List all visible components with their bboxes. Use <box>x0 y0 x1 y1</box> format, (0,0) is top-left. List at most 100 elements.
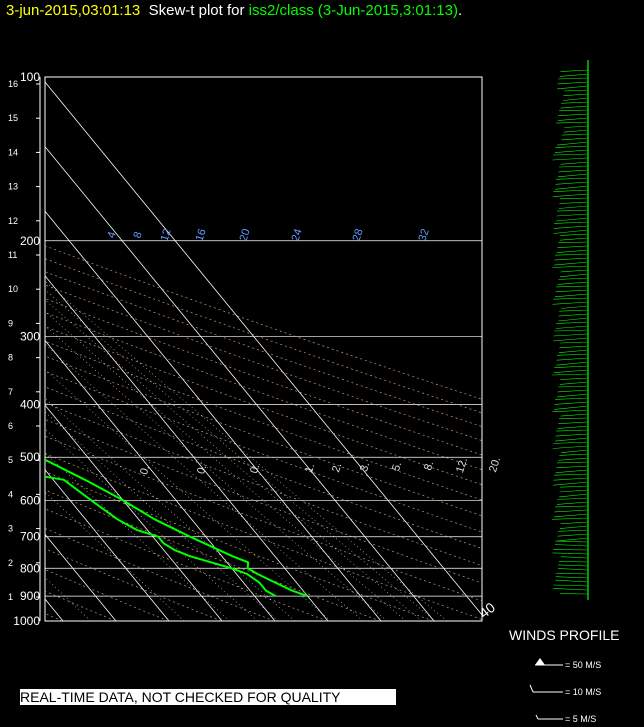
wind-barb <box>555 253 589 256</box>
isotherm-line <box>45 275 329 621</box>
wind-barb <box>553 481 589 486</box>
height-label: 8 <box>8 353 13 363</box>
pressure-label: 900 <box>20 589 40 603</box>
wind-barb <box>557 141 589 146</box>
mixing-ratio-label: 28 <box>351 227 366 242</box>
wind-barb <box>558 113 589 116</box>
dry-adiabat-line <box>45 370 482 533</box>
wind-legend-10: = 10 M/S <box>565 687 602 697</box>
wind-barb <box>559 561 589 563</box>
title-date: (3-Jun-2015,3:01:13) <box>317 2 458 19</box>
wind-barb <box>561 449 589 453</box>
mixing-ratio-label: 0. <box>138 464 152 476</box>
wind-barb <box>563 129 589 133</box>
wind-barb <box>553 189 589 192</box>
wind-barb <box>552 552 589 555</box>
sounding-series <box>45 458 308 598</box>
wind-barb <box>560 485 589 488</box>
wind-barb <box>553 477 589 481</box>
mixing-ratio-label: 4 <box>105 230 118 240</box>
wind-barb <box>559 489 589 493</box>
pressure-label: 300 <box>20 330 40 344</box>
isobar-lines <box>44 76 483 622</box>
wind-barb <box>556 357 589 361</box>
wind-barb <box>560 521 589 525</box>
wind-barb <box>559 201 589 204</box>
wind-barb <box>555 437 589 442</box>
wind-barb <box>554 473 589 476</box>
mixing-ratio-label: 8. <box>422 460 436 472</box>
wind-barb <box>552 409 589 413</box>
wind-barb <box>559 381 589 385</box>
wind-barbs <box>552 60 589 600</box>
wind-barb <box>552 301 589 305</box>
wind-barb <box>554 365 589 368</box>
wind-barb <box>559 73 589 77</box>
wind-barb <box>557 389 589 393</box>
wind-barb <box>554 293 589 298</box>
isotherm-line <box>45 81 482 616</box>
wind-barb <box>555 505 589 508</box>
pressure-label: 600 <box>20 493 40 507</box>
wind-barb <box>561 101 589 104</box>
mixing-ratio-label: 5. <box>390 460 404 472</box>
wind-barb <box>553 549 589 551</box>
mixing-ratio-line <box>45 343 364 621</box>
wind-barb <box>554 329 589 332</box>
pressure-label: 1000 <box>13 614 40 628</box>
wind-barb <box>560 233 589 236</box>
wind-legend-50: = 50 M/S <box>565 660 602 670</box>
wind-barb <box>558 457 589 461</box>
wind-barb <box>560 197 589 200</box>
mixing-ratio-label: 1. <box>303 462 317 474</box>
wind-barb <box>557 85 589 90</box>
wind-barb <box>562 133 589 136</box>
legend-pennant <box>535 658 545 665</box>
height-label: 10 <box>8 284 18 294</box>
title-label: Skew-t plot for <box>148 2 245 19</box>
wind-barb <box>556 121 589 124</box>
wind-barb <box>563 93 589 96</box>
wind-barb <box>559 345 589 349</box>
height-label: 3 <box>8 524 13 534</box>
pressure-label: 200 <box>20 234 40 248</box>
wind-barb <box>564 89 589 92</box>
mixing-ratio-line <box>45 576 91 621</box>
wind-barb <box>557 533 589 537</box>
dry-adiabat-line <box>45 508 328 621</box>
wind-barb <box>556 217 589 222</box>
wind-barb <box>558 317 589 322</box>
mixing-ratio-line <box>45 280 448 621</box>
wind-barb <box>556 213 589 217</box>
isotherm-line <box>45 339 276 621</box>
mixing-ratio-line <box>45 299 422 621</box>
wind-barb <box>554 401 589 405</box>
mixing-ratio-label: 12 <box>159 227 174 242</box>
wind-barb <box>560 377 589 380</box>
isotherm-lines <box>45 81 482 621</box>
wind-barb <box>556 321 589 324</box>
wind-barb <box>555 289 589 293</box>
mixing-ratio-label: 20. <box>487 456 503 474</box>
wind-barb <box>558 349 589 353</box>
wind-barb <box>558 564 589 567</box>
wind-barb <box>553 153 589 156</box>
title-timestamp: 3-jun-2015,03:01:13 <box>6 2 141 19</box>
wind-barb <box>564 125 589 128</box>
wind-barb <box>560 341 589 344</box>
wind-barb <box>562 97 589 101</box>
wind-barb <box>552 337 589 342</box>
mixing-ratio-label: 0. <box>195 463 209 475</box>
height-label: 5 <box>8 455 13 465</box>
mixing-ratio-label: 16 <box>194 227 209 242</box>
mixing-ratio-line <box>45 289 436 621</box>
wind-barb <box>557 281 589 285</box>
title-period: . <box>457 2 463 19</box>
wind-barb <box>558 169 589 173</box>
wind-barb <box>553 513 589 518</box>
dry-adiabat-line <box>45 435 482 602</box>
isotherm-line <box>45 210 382 621</box>
wind-barb <box>556 429 589 432</box>
dry-adiabat-line <box>45 271 482 427</box>
